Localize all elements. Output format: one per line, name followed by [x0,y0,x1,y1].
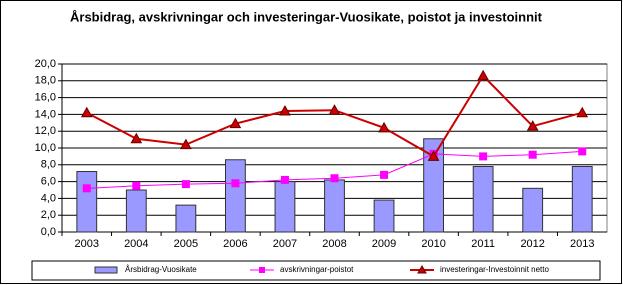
point [130,132,143,144]
point [479,152,488,161]
y-tick-label: 12,0 [35,125,56,137]
legend-label: avskrivningar-poistot [280,265,354,274]
y-tick-label: 16,0 [35,92,56,104]
bar [76,171,98,233]
point [180,138,192,150]
point [181,180,190,189]
y-tick-label: 6,0 [41,176,56,188]
bar [324,179,345,233]
bar [472,165,494,233]
point [279,105,291,116]
x-tick-label: 2010 [421,238,445,250]
point [82,184,91,193]
y-tick-label: 4,0 [41,192,56,204]
point [231,179,240,188]
bar [274,181,296,233]
bar [125,189,147,233]
point [330,174,339,183]
x-tick-label: 2006 [223,238,247,250]
bar [373,199,395,233]
y-tick-label: 14,0 [35,108,56,120]
y-tick-label: 20,0 [35,58,56,70]
point [280,175,289,184]
y-tick-label: 18,0 [35,75,56,87]
point [328,104,341,115]
x-tick-label: 2008 [322,238,346,250]
point [132,181,141,190]
point [378,121,390,133]
x-tick-label: 2007 [273,238,297,250]
x-tick-label: 2009 [372,238,396,250]
x-tick-label: 2005 [174,238,198,250]
point [380,170,389,179]
legend-label: Årsbidrag-Vuosikate [125,265,197,274]
point [526,120,539,131]
point [576,106,589,118]
x-tick-label: 2004 [124,238,148,250]
point [477,69,489,81]
point [528,150,537,159]
x-tick-label: 2012 [520,238,544,250]
x-tick-label: 2003 [75,238,99,250]
bar [571,165,593,233]
y-tick-label: 10,0 [35,142,56,154]
bar [225,159,246,233]
point [578,147,587,156]
legend-marker [417,264,427,274]
bar [522,187,544,233]
bar [423,138,445,233]
point [80,106,93,118]
x-tick-label: 2011 [471,238,495,250]
x-tick-label: 2013 [570,238,594,250]
bar [175,204,197,233]
y-tick-label: 0,0 [41,226,56,238]
legend-label: investeringar-Investoinnit netto [440,265,550,274]
legend-swatch [94,266,118,274]
point [229,117,242,129]
chart-title: Årsbidrag, avskrivningar och investering… [70,9,543,24]
legend-box [31,260,601,281]
y-tick-label: 2,0 [41,209,56,221]
legend-marker [259,267,265,273]
y-tick-label: 8,0 [41,159,56,171]
point [427,150,440,161]
